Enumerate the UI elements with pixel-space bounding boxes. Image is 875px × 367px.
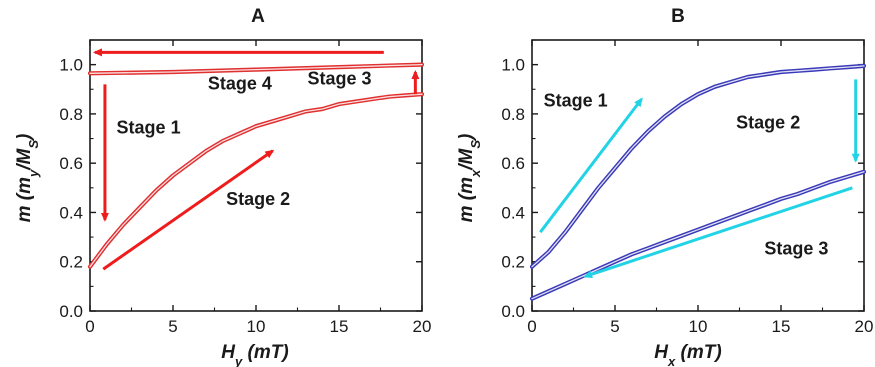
panel-b-xtick-label: 0: [527, 317, 536, 336]
panel-a-stage-label: Stage 4: [208, 73, 272, 93]
panel-b-xlabel: Hx (mT): [654, 342, 721, 367]
panel-a-xtick-label: 20: [413, 317, 432, 336]
panel-b-ytick-label: 0.0: [501, 302, 525, 321]
panel-a-xtick-label: 15: [330, 317, 349, 336]
panel-a-plot: 0 5 10 15 20 0.0 0.2 0.4 0.6 0.8 1.0 Stage 4 Stage 3…: [59, 39, 432, 336]
panel-a-stage-label: Stage 1: [117, 118, 181, 138]
panel-b-series-2-highlight: [531, 171, 865, 300]
panel-a-xtick-label: 10: [247, 317, 266, 336]
panel-a-ytick-label: 1.0: [59, 56, 83, 75]
panel-a-stage-label: Stage 3: [307, 68, 371, 88]
panel-b-ytick-label: 0.2: [501, 253, 525, 272]
panel-a-xlabel: Hy (mT): [221, 342, 288, 367]
panel-b-stage-label: Stage 2: [736, 113, 800, 133]
panel-b: B 0 5 10 15 20 0.0 0.2 0.4 0.6 0.8 1.0 Stage 1 Stage…: [456, 6, 873, 367]
panel-a-ytick-label: 0.8: [59, 105, 83, 124]
panel-a-ytick-label: 0.4: [59, 203, 83, 222]
panel-b-ytick-label: 0.6: [501, 154, 525, 173]
panel-b-stage-label: Stage 3: [764, 238, 828, 258]
panel-b-title: B: [671, 6, 685, 27]
panel-a-stage-arrow: [102, 149, 275, 271]
panel-a-title: A: [251, 6, 265, 27]
panel-b-series-2: [529, 169, 867, 301]
panel-b-stage-arrow: [583, 186, 853, 279]
panel-a-stage-label: Stage 2: [226, 189, 290, 209]
panel-b-ylabel: m (mx/MS): [456, 134, 483, 223]
panel-b-xtick-label: 15: [772, 317, 791, 336]
panel-a-xtick-label: 0: [85, 317, 94, 336]
panel-a-series-2-highlight: [89, 63, 423, 74]
panel-b-xtick-label: 20: [855, 317, 874, 336]
panel-a-ytick-label: 0.0: [59, 302, 83, 321]
panel-b-ytick-label: 0.8: [501, 105, 525, 124]
panel-b-xtick-label: 5: [610, 317, 619, 336]
panel-b-ytick-label: 1.0: [501, 56, 525, 75]
panel-b-stage-arrow: [539, 97, 643, 234]
panel-a-series-1-highlight: [89, 93, 423, 268]
panel-b-stage-label: Stage 1: [544, 91, 608, 111]
panel-b-xtick-label: 10: [689, 317, 708, 336]
panel-a-ytick-label: 0.6: [59, 154, 83, 173]
panel-a-ytick-label: 0.2: [59, 253, 83, 272]
panel-a-xtick-label: 5: [168, 317, 177, 336]
panel-a: A 0 5 10 15 20 0.0 0.2 0.4 0.6 0.8 1.0 Stage 4 Stage…: [14, 6, 431, 367]
panel-a-ylabel: m (my/MS): [14, 134, 41, 223]
panel-b-ytick-label: 0.4: [501, 203, 525, 222]
panel-b-series-1-highlight: [531, 65, 865, 268]
panel-b-plot: 0 5 10 15 20 0.0 0.2 0.4 0.6 0.8 1.0 Stage 1 Stage 2…: [501, 39, 874, 336]
